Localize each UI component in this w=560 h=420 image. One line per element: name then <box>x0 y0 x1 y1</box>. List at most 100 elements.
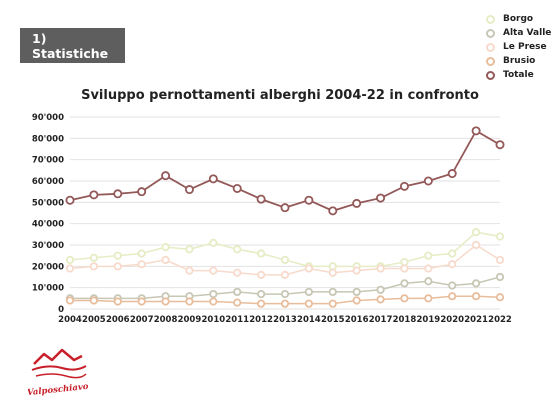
legend-marker-icon <box>486 70 495 80</box>
data-point-le-prese <box>113 262 122 271</box>
chart-title: Sviluppo pernottamenti alberghi 2004-22 … <box>81 88 479 103</box>
data-point-borgo <box>472 228 481 237</box>
data-point-alta-valle <box>424 277 433 286</box>
y-tick-label: 20'000 <box>32 262 64 272</box>
data-point-totale <box>495 140 505 150</box>
data-point-alta-valle <box>328 287 337 297</box>
data-point-totale <box>304 195 314 205</box>
data-point-borgo <box>328 262 337 271</box>
data-point-totale <box>65 195 75 205</box>
data-point-totale <box>423 176 433 186</box>
x-tick-label: 2022 <box>488 315 512 325</box>
data-point-brusio <box>328 299 337 308</box>
data-point-totale <box>328 206 338 216</box>
data-point-brusio <box>495 293 505 302</box>
data-point-totale <box>447 169 457 179</box>
x-tick-label: 2016 <box>345 315 369 325</box>
x-tick-label: 2006 <box>106 315 130 325</box>
data-point-totale <box>113 189 123 199</box>
data-point-totale <box>184 185 194 195</box>
x-tick-label: 2012 <box>249 315 273 325</box>
x-tick-label: 2019 <box>416 315 440 325</box>
data-point-le-prese <box>89 262 98 271</box>
legend-item: Le Prese <box>486 40 551 54</box>
data-point-alta-valle <box>400 279 409 288</box>
data-point-brusio <box>161 297 170 306</box>
y-tick-label: 80'000 <box>32 134 64 144</box>
data-point-brusio <box>89 296 98 305</box>
data-point-borgo <box>113 251 122 260</box>
y-tick-label: 50'000 <box>32 198 64 208</box>
x-tick-label: 2014 <box>297 315 321 325</box>
x-tick-label: 2005 <box>82 315 106 325</box>
data-point-alta-valle <box>209 289 218 299</box>
y-tick-label: 10'000 <box>32 284 64 294</box>
data-point-brusio <box>233 298 242 307</box>
data-point-alta-valle <box>257 289 266 299</box>
y-tick-label: 0 <box>58 305 64 315</box>
section-header-label: 1) Statistiche <box>32 30 109 61</box>
x-tick-label: 2011 <box>225 315 249 325</box>
data-point-le-prese <box>400 264 409 273</box>
data-point-borgo <box>185 245 194 254</box>
section-header: 1) Statistiche <box>20 28 125 63</box>
data-point-brusio <box>304 299 313 308</box>
data-point-brusio <box>280 299 290 308</box>
data-point-totale <box>232 183 242 193</box>
legend-label: Le Prese <box>503 42 547 52</box>
x-tick-label: 2008 <box>154 315 178 325</box>
data-point-brusio <box>185 297 194 306</box>
legend-label: Brusio <box>503 56 536 66</box>
data-point-le-prese <box>472 240 481 250</box>
y-tick-label: 60'000 <box>32 177 64 187</box>
data-point-totale <box>256 194 266 204</box>
legend-label: Alta Valle <box>503 28 552 38</box>
data-point-le-prese <box>304 264 313 273</box>
data-point-borgo <box>65 255 75 265</box>
data-point-borgo <box>233 245 242 254</box>
data-point-alta-valle <box>280 289 290 299</box>
data-point-totale <box>161 171 171 181</box>
data-point-le-prese <box>209 266 218 275</box>
data-point-totale <box>471 126 481 136</box>
data-point-brusio <box>472 292 481 301</box>
data-point-brusio <box>257 299 266 308</box>
data-point-totale <box>137 187 147 197</box>
data-point-brusio <box>137 297 146 306</box>
data-point-le-prese <box>65 264 75 273</box>
legend-marker-icon <box>486 56 495 66</box>
data-point-borgo <box>400 257 409 267</box>
data-point-le-prese <box>376 264 385 273</box>
data-point-borgo <box>89 253 98 262</box>
x-tick-label: 2013 <box>273 315 297 325</box>
data-point-brusio <box>352 296 361 305</box>
x-tick-label: 2004 <box>58 315 82 325</box>
data-point-le-prese <box>137 260 146 269</box>
data-point-le-prese <box>328 268 337 277</box>
y-tick-label: 40'000 <box>32 220 64 230</box>
data-point-le-prese <box>280 270 290 279</box>
x-tick-label: 2018 <box>393 315 417 325</box>
data-point-le-prese <box>185 266 194 275</box>
data-point-brusio <box>65 296 75 305</box>
data-point-brusio <box>113 297 122 306</box>
x-tick-label: 2017 <box>369 315 393 325</box>
data-point-brusio <box>448 292 457 301</box>
legend-item: Totale <box>486 68 551 82</box>
data-point-le-prese <box>448 260 457 269</box>
data-point-totale <box>352 198 362 208</box>
data-point-le-prese <box>161 255 170 265</box>
data-point-brusio <box>400 294 409 303</box>
data-point-alta-valle <box>495 272 505 282</box>
y-tick-label: 90'000 <box>32 113 64 123</box>
data-point-alta-valle <box>472 279 481 288</box>
data-point-totale <box>399 181 409 191</box>
legend-marker-icon <box>486 42 495 52</box>
legend-label: Borgo <box>503 14 534 24</box>
chart-legend: Borgo Alta Valle Le Prese Brusio Totale <box>486 12 551 82</box>
x-tick-label: 2009 <box>178 315 202 325</box>
legend-item: Alta Valle <box>486 26 551 40</box>
data-point-alta-valle <box>376 285 385 294</box>
data-point-le-prese <box>424 264 433 273</box>
